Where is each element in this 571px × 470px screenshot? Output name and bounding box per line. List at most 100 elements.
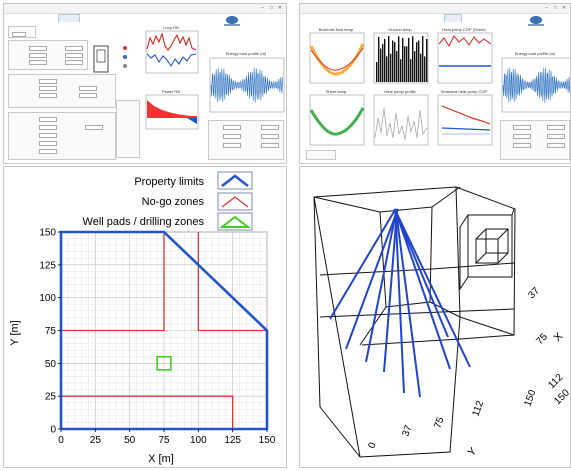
parameters-box [8, 40, 88, 70]
maximize-button[interactable]: □ [554, 5, 557, 11]
x-tick-label: 150 [259, 435, 276, 446]
output-box [500, 120, 570, 160]
param-field[interactable] [65, 53, 83, 58]
output-field[interactable] [261, 143, 279, 148]
y-axis-tick-label: 75 [432, 415, 446, 430]
output-field[interactable] [223, 143, 241, 148]
setting-field[interactable] [39, 93, 57, 98]
site-layout-svg: Property limits No-go zones Well pads / … [4, 167, 287, 468]
ui-screenshot-results-tab: – □ ✕ Borehole fluid temp Ground temp He… [299, 3, 571, 164]
heat-pump-profile-chart: Heat pump profile [370, 88, 430, 148]
bar [384, 39, 385, 82]
x-axis-tick-label: 37 [526, 285, 542, 301]
output-field[interactable] [513, 125, 531, 130]
setting-field[interactable] [79, 93, 97, 98]
x-axis-tick-label: 75 [534, 331, 550, 347]
x-tick-label: 75 [158, 435, 170, 446]
logo-icon [526, 15, 546, 27]
param-field[interactable] [29, 46, 47, 51]
result-field[interactable] [85, 125, 103, 130]
result-field[interactable] [39, 141, 57, 146]
result-field[interactable] [39, 133, 57, 138]
bar [376, 62, 377, 82]
tab-strip [4, 14, 286, 22]
y-tick-label: 100 [39, 293, 56, 304]
legend: Property limits No-go zones Well pads / … [83, 172, 252, 230]
bar [398, 36, 399, 82]
result-field[interactable] [39, 149, 57, 154]
bar [408, 38, 409, 82]
x-axis-tick-label: 150 [552, 387, 571, 407]
bar [390, 54, 391, 82]
chart-title: Sheet temp [326, 89, 347, 94]
x-axis-label: X [m] [148, 453, 174, 465]
close-button[interactable]: ✕ [562, 5, 566, 11]
setting-field[interactable] [39, 86, 57, 91]
borehole-3d-view: 37 75 112 150 0 37 75 112 150 X Y [299, 166, 571, 468]
minimize-button[interactable]: – [261, 5, 264, 11]
minimize-button[interactable]: – [545, 5, 548, 11]
y-axis-label: Y [m] [9, 320, 21, 345]
ui-screenshot-design-tab: – □ ✕ [3, 3, 287, 164]
param-field[interactable] [29, 53, 47, 58]
heat-pump-cop-chart: Heat pump COP (Sheet) [434, 26, 494, 86]
x-tick-label: 100 [190, 435, 207, 446]
ground-temp-chart: Ground temp [370, 26, 430, 86]
param-field[interactable] [65, 46, 83, 51]
output-field[interactable] [513, 134, 531, 139]
output-field[interactable] [261, 125, 279, 130]
chart-title: Ground temp [388, 27, 412, 32]
bar [414, 51, 415, 82]
input-group [8, 26, 36, 38]
close-button[interactable]: ✕ [278, 5, 282, 11]
y-axis-tick-label: 0 [366, 441, 378, 450]
energy-load-chart: Energy load profile (m) [206, 50, 286, 116]
output-field[interactable] [547, 143, 565, 148]
result-field[interactable] [39, 125, 57, 130]
output-field[interactable] [513, 143, 531, 148]
bar [416, 42, 417, 82]
bar [424, 56, 425, 82]
x-tick-label: 0 [58, 435, 64, 446]
output-field[interactable] [223, 125, 241, 130]
output-box [208, 120, 284, 160]
result-field[interactable] [39, 117, 57, 122]
seasonal-cop-chart: Seasonal heat pump COP [434, 88, 494, 148]
legend-label-property: Property limits [134, 176, 204, 188]
axis-3d-ticks: 377511215003775112150 [366, 285, 571, 450]
output-field[interactable] [547, 134, 565, 139]
output-field[interactable] [547, 125, 565, 130]
chart-title: Seasonal heat pump COP [441, 89, 488, 94]
tab-active[interactable] [444, 14, 462, 22]
input-field[interactable] [12, 32, 26, 37]
bar [396, 51, 397, 82]
output-field[interactable] [261, 134, 279, 139]
borehole-lines [330, 209, 470, 397]
y-tick-label: 25 [45, 392, 57, 403]
param-field[interactable] [29, 60, 47, 65]
legend-label-nogo: No-go zones [142, 196, 205, 208]
setting-field[interactable] [39, 79, 57, 84]
setting-field[interactable] [79, 86, 97, 91]
x-tick-label: 25 [90, 435, 102, 446]
y-axis-tick-label: 112 [470, 399, 486, 418]
energy-load-chart: Energy load profile (m) [498, 50, 571, 116]
bar [406, 46, 407, 82]
y-axis-tick-label: 150 [522, 388, 538, 408]
bar [388, 36, 389, 82]
results-box [8, 112, 116, 160]
borehole-line [384, 209, 397, 372]
energy-load-chart-title: Energy load profile (m) [226, 51, 267, 56]
y-tick-label: 50 [45, 359, 57, 370]
tab-active[interactable] [58, 14, 80, 22]
settings-box [8, 74, 116, 108]
bar [418, 40, 419, 82]
output-field[interactable] [223, 134, 241, 139]
maximize-button[interactable]: □ [270, 5, 273, 11]
legend-label-wellpad: Well pads / drilling zones [83, 216, 205, 228]
param-field[interactable] [65, 60, 83, 65]
bar [412, 36, 413, 82]
bar [422, 36, 423, 82]
site-layout-map: Property limits No-go zones Well pads / … [3, 166, 287, 468]
power-chart: Power RB [142, 88, 200, 132]
